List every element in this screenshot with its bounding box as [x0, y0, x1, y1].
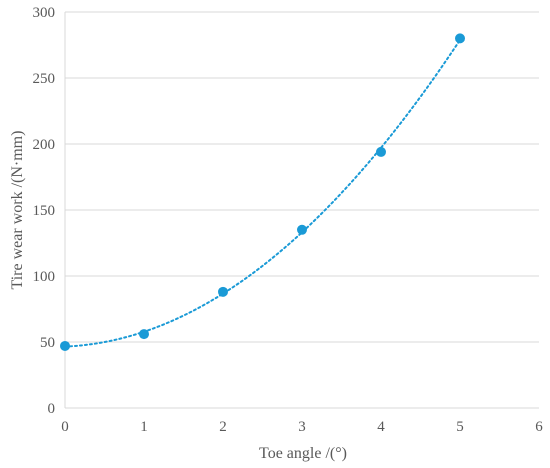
x-axis-title: Toe angle /(°): [259, 445, 347, 462]
trendline-path: [64, 38, 461, 348]
y-axis-title: Tire wear work /(N·mm): [9, 131, 26, 290]
x-tick-labels: 0 1 2 3 4 5 6: [61, 419, 543, 435]
data-point: [297, 224, 307, 235]
y-tick-label: 100: [33, 269, 56, 285]
x-tick-label: 1: [140, 419, 148, 435]
y-tick-label: 50: [40, 335, 55, 351]
y-tick-label: 250: [33, 71, 56, 87]
data-point: [218, 286, 228, 297]
data-point: [139, 329, 149, 340]
y-tick-labels: 0 50 100 150 200 250 300: [33, 5, 56, 417]
data-point: [455, 33, 465, 44]
x-tick-label: 5: [456, 419, 464, 435]
gridlines: [65, 11, 539, 343]
data-point: [60, 340, 70, 351]
x-tick-label: 2: [219, 419, 227, 435]
y-tick-label: 300: [33, 5, 56, 21]
y-tick-label: 200: [33, 137, 56, 153]
x-tick-label: 6: [535, 419, 543, 435]
x-tick-label: 0: [61, 419, 69, 435]
x-tick-label: 4: [377, 419, 385, 435]
y-tick-label: 0: [48, 401, 56, 417]
trendline: [64, 38, 461, 348]
data-points: [60, 33, 465, 351]
y-tick-label: 150: [33, 203, 56, 219]
data-point: [376, 146, 386, 157]
x-tick-label: 3: [298, 419, 306, 435]
